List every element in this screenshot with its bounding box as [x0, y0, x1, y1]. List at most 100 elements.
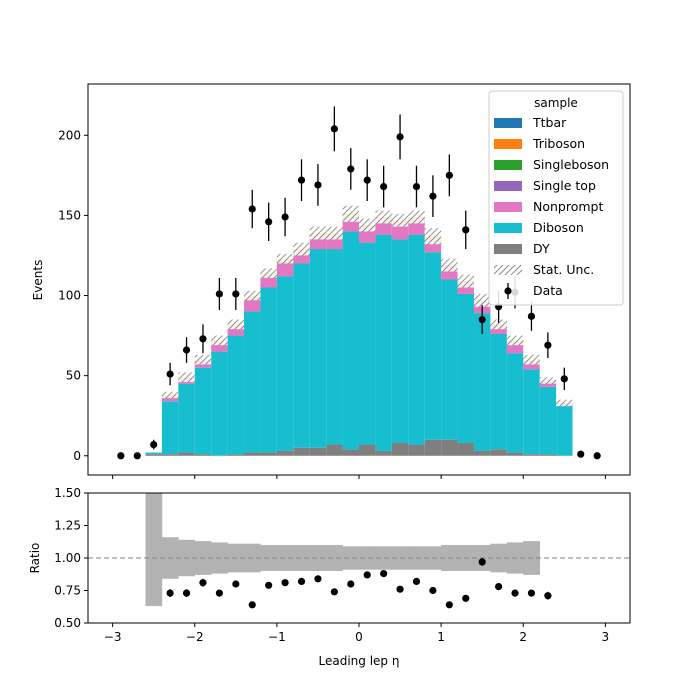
bar-nonprompt-19 — [457, 285, 474, 294]
bar-diboson-18 — [441, 279, 458, 440]
bar-nonprompt-3 — [194, 362, 212, 368]
bar-nonprompt-4 — [211, 343, 228, 352]
ratio-point-18 — [462, 594, 470, 602]
stat-unc-18 — [441, 258, 458, 272]
ratio-band-bin-14 — [375, 546, 393, 570]
legend[interactable]: sample Ttbar Triboson Singleboson Single to… — [488, 90, 624, 306]
bar-nonprompt-14 — [375, 221, 392, 235]
ratio-band-bin-8 — [276, 545, 294, 571]
bar-nonprompt-22 — [506, 343, 524, 354]
ratio-xtick-label: −2 — [186, 630, 204, 644]
bar-nonprompt-13 — [359, 229, 376, 243]
stat-unc-25 — [556, 399, 573, 407]
stat-unc-15 — [391, 213, 409, 227]
legend-label: DY — [533, 241, 550, 256]
bar-nonprompt-16 — [408, 221, 425, 235]
ratio-point-13 — [380, 570, 388, 578]
data-point-15 — [363, 176, 371, 184]
bar-diboson-7 — [260, 287, 277, 453]
ratio-point-5 — [248, 601, 256, 609]
ratio-band-bin-9 — [293, 545, 311, 571]
bar-diboson-20 — [473, 313, 491, 451]
bar-nonprompt-11 — [326, 237, 343, 250]
ratio-point-1 — [182, 589, 191, 597]
legend-swatch-diboson — [494, 223, 522, 233]
stat-unc-1 — [161, 391, 179, 399]
stat-unc-band — [161, 205, 573, 407]
data-point-20 — [445, 171, 453, 179]
ratio-plot: −3 −2 −1 0 1 2 3 0.50 0.75 1.00 1.25 1.50 Ratio Le… — [28, 486, 631, 668]
bar-nonprompt-21 — [490, 327, 507, 334]
ratio-point-8 — [297, 577, 306, 586]
legend-swatch-ttbar — [494, 118, 522, 128]
bar-dy-18 — [441, 439, 458, 456]
bar-diboson-21 — [490, 333, 507, 450]
stat-unc-24 — [539, 377, 557, 384]
bar-dy-1 — [161, 454, 179, 456]
main-ytick-label: 100 — [58, 289, 81, 303]
ratio-point-15 — [412, 577, 421, 586]
bar-nonprompt-15 — [391, 225, 409, 240]
bar-dy-16 — [408, 444, 425, 456]
ratio-point-16 — [429, 586, 437, 595]
ratio-point-20 — [495, 583, 503, 591]
data-point-28 — [577, 450, 585, 458]
bar-nonprompt-5 — [227, 327, 245, 336]
stat-unc-10 — [309, 226, 327, 240]
bar-dy-15 — [391, 442, 409, 456]
bar-diboson-6 — [244, 311, 261, 453]
stat-unc-19 — [457, 274, 474, 288]
ratio-xtick-label: 0 — [355, 630, 363, 644]
bar-diboson-5 — [227, 335, 245, 455]
ratio-point-23 — [544, 592, 552, 600]
data-point-3 — [166, 370, 174, 378]
bar-dy-12 — [342, 449, 359, 456]
data-point-29 — [593, 452, 601, 460]
legend-swatch-singleboson — [494, 160, 522, 170]
bar-dy-9 — [293, 447, 310, 456]
main-y-ticks: 0 50 100 150 200 — [58, 128, 88, 463]
bar-diboson-9 — [293, 263, 310, 448]
stacked-bars — [145, 213, 573, 456]
stat-unc-9 — [293, 242, 310, 256]
ratio-xtick-label: 3 — [602, 630, 610, 644]
data-point-17 — [396, 133, 404, 141]
data-point-9 — [265, 218, 273, 226]
ratio-xtick-label: −1 — [268, 630, 286, 644]
bar-diboson-8 — [276, 276, 294, 451]
bar-dy-14 — [375, 450, 392, 456]
data-point-27 — [560, 375, 568, 383]
stat-unc-2 — [178, 372, 195, 383]
stat-unc-4 — [211, 335, 228, 346]
ratio-point-14 — [396, 585, 404, 593]
bar-diboson-0 — [145, 452, 162, 455]
ratio-unc-band — [145, 493, 540, 607]
bar-dy-22 — [506, 452, 524, 456]
ratio-ytick-label: 1.50 — [54, 486, 81, 500]
legend-label: Nonprompt — [533, 199, 603, 214]
bar-diboson-1 — [161, 401, 179, 455]
data-point-8 — [248, 205, 256, 213]
ratio-ytick-label: 0.50 — [54, 616, 81, 630]
ratio-ytick-label: 1.00 — [54, 551, 81, 565]
stat-unc-22 — [506, 335, 524, 346]
bar-dy-10 — [309, 447, 327, 456]
legend-label: Stat. Unc. — [533, 262, 594, 277]
stat-unc-21 — [490, 319, 507, 330]
bar-dy-6 — [244, 452, 261, 456]
data-point-6 — [215, 290, 223, 298]
ratio-point-11 — [347, 580, 355, 588]
bar-dy-2 — [178, 452, 195, 456]
bar-diboson-12 — [342, 231, 359, 450]
stat-unc-17 — [424, 228, 442, 245]
ratio-band-bin-11 — [326, 545, 343, 571]
legend-label: Diboson — [533, 220, 584, 235]
bar-diboson-24 — [539, 386, 557, 455]
legend-frame — [488, 90, 624, 306]
data-point-10 — [281, 213, 289, 221]
legend-label: Single top — [533, 178, 596, 193]
bar-dy-5 — [227, 454, 245, 456]
bar-dy-0 — [145, 454, 162, 456]
bar-diboson-17 — [424, 252, 442, 440]
